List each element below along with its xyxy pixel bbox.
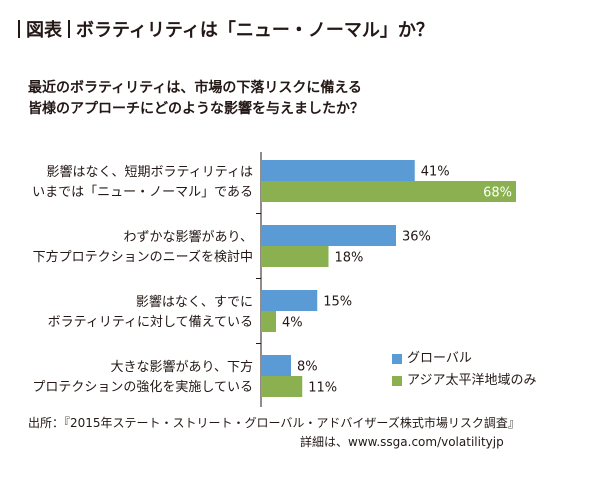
legend-swatch-global [392, 354, 402, 364]
data-label: 68% [483, 186, 512, 201]
bar-global [261, 290, 318, 311]
title-text: ボラティリティは「ニュー・ノーマル」か？ [76, 20, 434, 41]
bar-global [261, 160, 415, 181]
category-label: 下方プロテクションのニーズを検討中 [33, 249, 253, 265]
category-label: 影響はなく、短期ボラティリティは [47, 164, 253, 180]
data-label: 11% [308, 381, 337, 396]
bar-global [261, 355, 291, 376]
category-label: 大きな影響があり、下方 [111, 359, 253, 375]
source-footer: 出所：『2015年ステート・ストリート・グローバル・アドバイザーズ株式市場リスク… [28, 414, 520, 452]
details-url: 詳細は、www.ssga.com/volatilityjp [300, 435, 504, 449]
survey-question: 最近のボラティリティは、市場の下落リスクに備える 皆様のアプローチにどのような影… [28, 78, 364, 120]
data-label: 4% [282, 316, 303, 331]
legend-item-global: グローバル [392, 348, 536, 370]
chart-legend: グローバル アジア太平洋地域のみ [392, 348, 536, 392]
data-label: 18% [335, 251, 364, 266]
title-divider [68, 20, 70, 38]
category-label: プロテクションの強化を実施している [32, 379, 253, 395]
page-title: 図表 ボラティリティは「ニュー・ノーマル」か？ [18, 16, 434, 42]
data-label: 15% [323, 295, 352, 310]
title-tag: 図表 [26, 20, 62, 41]
legend-swatch-apac [392, 376, 402, 386]
question-line-1: 最近のボラティリティは、市場の下落リスクに備える [28, 80, 362, 96]
bar-global [261, 225, 396, 246]
bar-apac [261, 376, 303, 397]
bar-apac [261, 311, 276, 332]
data-label: 36% [402, 230, 431, 245]
question-line-2: 皆様のアプローチにどのような影響を与えましたか？ [28, 101, 364, 117]
category-label: ボラティリティに対して備えている [48, 314, 253, 330]
source-note: 出所：『2015年ステート・ストリート・グローバル・アドバイザーズ株式市場リスク… [28, 416, 520, 430]
bar-apac [261, 246, 329, 267]
category-label: 影響はなく、すでに [136, 294, 253, 310]
data-label: 41% [421, 165, 450, 180]
legend-label-global: グローバル [407, 351, 472, 366]
title-divider [18, 20, 20, 38]
legend-label-apac: アジア太平洋地域のみ [407, 373, 537, 388]
data-label: 8% [297, 360, 318, 375]
bar-apac [261, 181, 516, 202]
category-label: いまでは「ニュー・ノーマル」である [32, 185, 253, 200]
category-label: わずかな影響があり、 [124, 229, 253, 245]
legend-item-apac: アジア太平洋地域のみ [392, 370, 536, 392]
